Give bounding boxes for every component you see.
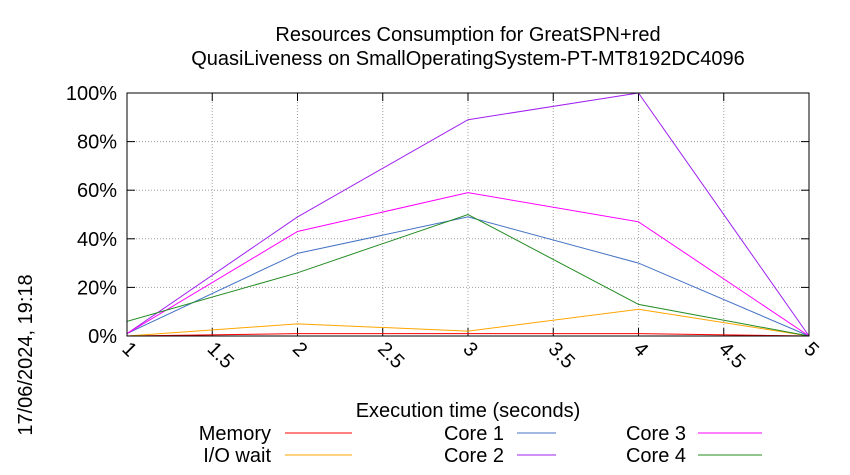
series-line-core-2 <box>126 92 810 337</box>
x-tick-label: 2.5 <box>373 338 408 373</box>
x-axis-label: Execution time (seconds) <box>356 400 581 422</box>
plot-border <box>126 92 810 337</box>
y-tick-label: 20% <box>77 277 117 299</box>
y-tick-label: 100% <box>66 83 117 105</box>
y-tick-label: 80% <box>77 132 117 154</box>
x-tick-label: 3 <box>458 338 481 361</box>
y-axis-ticks: 0% 20% 40% 60% 80% 100% <box>66 83 809 348</box>
legend-label: Core 4 <box>626 445 686 467</box>
chart-subtitle: QuasiLiveness on SmallOperatingSystem-PT… <box>191 48 745 70</box>
x-tick-label: 4.5 <box>714 338 749 373</box>
series-line-core-3 <box>126 192 810 337</box>
series-line-memory <box>126 333 810 337</box>
chart-title: Resources Consumption for GreatSPN+red <box>275 24 660 46</box>
series-line-core-1 <box>126 216 810 337</box>
series-line-i-o-wait <box>126 308 810 337</box>
legend-label: Core 3 <box>626 423 686 445</box>
x-tick-label: 1 <box>117 338 140 361</box>
x-tick-label: 4 <box>629 338 652 361</box>
legend-label: Core 2 <box>444 445 504 467</box>
y-tick-label: 0% <box>88 326 117 348</box>
series-lines <box>126 92 810 337</box>
y-tick-label: 40% <box>77 229 117 251</box>
x-tick-label: 2 <box>288 338 311 361</box>
legend-label: I/O wait <box>203 445 271 467</box>
legend-label: Core 1 <box>444 423 504 445</box>
series-line-core-4 <box>126 213 810 337</box>
timestamp: 17/06/2024, 19:18 <box>15 274 37 435</box>
x-tick-label: 5 <box>799 338 822 361</box>
y-tick-label: 60% <box>77 180 117 202</box>
x-tick-label: 3.5 <box>544 338 579 373</box>
legend-label: Memory <box>199 423 271 445</box>
x-tick-label: 1.5 <box>203 338 238 373</box>
